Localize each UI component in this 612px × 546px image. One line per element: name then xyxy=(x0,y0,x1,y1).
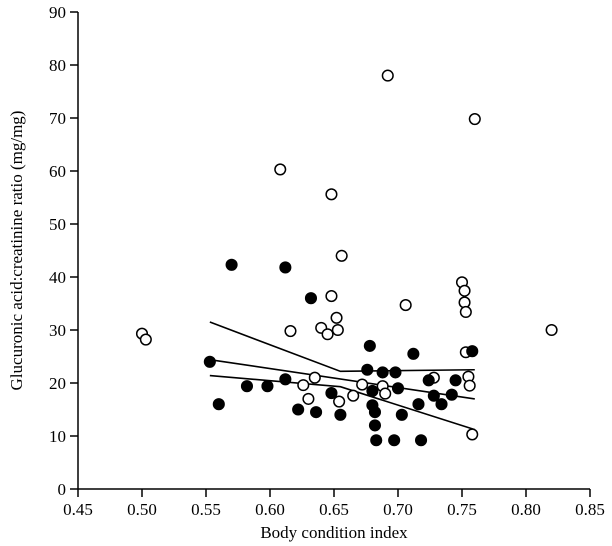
point-filled xyxy=(311,407,322,418)
y-tick-label: 60 xyxy=(49,162,66,181)
x-tick-label: 0.60 xyxy=(255,500,285,519)
point-filled xyxy=(393,383,404,394)
y-axis-title: Glucuronic acid:creatinine ratio (mg/mg) xyxy=(7,111,26,391)
point-filled xyxy=(214,399,225,410)
x-tick-label: 0.65 xyxy=(319,500,349,519)
point-filled xyxy=(377,367,388,378)
point-filled xyxy=(423,375,434,386)
point-filled xyxy=(389,435,400,446)
point-filled xyxy=(390,367,401,378)
point-open xyxy=(470,114,481,125)
point-open xyxy=(322,329,333,340)
point-open xyxy=(357,379,368,390)
point-filled xyxy=(370,407,381,418)
point-open xyxy=(336,251,347,262)
point-filled xyxy=(262,381,273,392)
point-open xyxy=(380,388,391,399)
point-filled xyxy=(397,410,408,421)
point-open xyxy=(467,429,478,440)
point-filled xyxy=(242,381,253,392)
point-filled xyxy=(371,435,382,446)
point-filled xyxy=(450,375,461,386)
x-tick-label: 0.75 xyxy=(447,500,477,519)
point-filled xyxy=(413,399,424,410)
point-filled xyxy=(280,262,291,273)
point-filled xyxy=(367,386,378,397)
point-open xyxy=(348,390,359,401)
point-open xyxy=(461,307,472,318)
point-filled xyxy=(326,388,337,399)
point-filled xyxy=(335,410,346,421)
point-filled xyxy=(226,260,237,271)
y-tick-label: 50 xyxy=(49,215,66,234)
point-filled xyxy=(467,346,478,357)
y-tick-label: 90 xyxy=(49,3,66,22)
point-filled xyxy=(280,374,291,385)
y-tick-label: 70 xyxy=(49,109,66,128)
point-filled xyxy=(365,341,376,352)
point-open xyxy=(334,396,345,407)
point-open xyxy=(459,285,470,296)
x-tick-label: 0.80 xyxy=(511,500,541,519)
x-tick-label: 0.85 xyxy=(575,500,605,519)
point-filled xyxy=(429,390,440,401)
point-filled xyxy=(205,357,216,368)
point-filled xyxy=(362,364,373,375)
point-open xyxy=(400,300,411,311)
point-open xyxy=(331,313,342,324)
point-open xyxy=(141,334,152,345)
point-filled xyxy=(436,399,447,410)
point-filled xyxy=(370,420,381,431)
point-open xyxy=(326,291,337,302)
y-tick-label: 30 xyxy=(49,321,66,340)
x-axis-title: Body condition index xyxy=(260,523,408,542)
x-tick-label: 0.55 xyxy=(191,500,221,519)
point-open xyxy=(382,70,393,81)
point-filled xyxy=(293,404,304,415)
point-open xyxy=(298,380,309,391)
x-tick-label: 0.50 xyxy=(127,500,157,519)
point-filled xyxy=(446,389,457,400)
point-filled xyxy=(306,293,317,304)
point-open xyxy=(464,380,475,391)
x-tick-label: 0.70 xyxy=(383,500,413,519)
scatter-chart: 0.45 0.50 0.55 0.60 0.65 0.70 0.75 0.80 0.85 0 10 2… xyxy=(0,0,612,546)
y-tick-label: 0 xyxy=(58,480,67,499)
point-filled xyxy=(416,435,427,446)
point-open xyxy=(546,325,557,336)
y-tick-label: 80 xyxy=(49,56,66,75)
y-tick-label: 10 xyxy=(49,427,66,446)
point-open xyxy=(326,189,337,200)
point-open xyxy=(310,372,321,383)
y-tick-label: 40 xyxy=(49,268,66,287)
point-open xyxy=(275,164,286,175)
point-open xyxy=(303,394,314,405)
point-filled xyxy=(408,349,419,360)
point-open xyxy=(333,325,344,336)
chart-svg: 0.45 0.50 0.55 0.60 0.65 0.70 0.75 0.80 0.85 0 10 2… xyxy=(0,0,612,546)
y-tick-label: 20 xyxy=(49,374,66,393)
point-open xyxy=(285,326,296,337)
x-tick-label: 0.45 xyxy=(63,500,93,519)
